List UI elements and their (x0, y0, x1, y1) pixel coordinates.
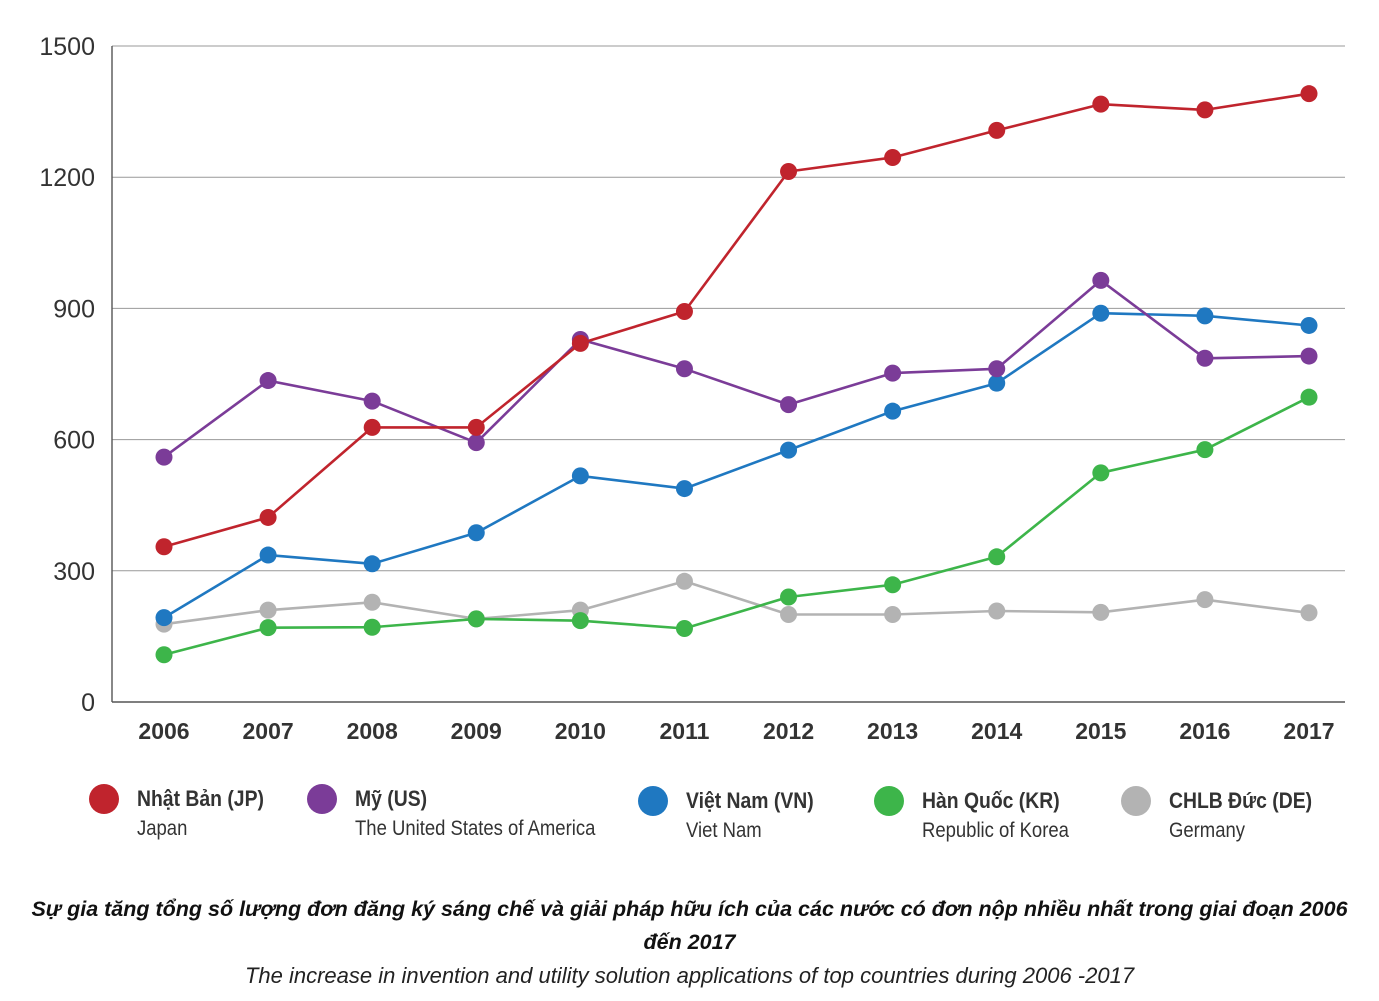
data-point-korea (363, 618, 381, 636)
x-tick-label: 2006 (138, 718, 189, 744)
x-tick-label: 2015 (1075, 718, 1126, 744)
data-point-usa (1092, 271, 1110, 289)
data-point-vietnam (1092, 304, 1110, 322)
data-point-vietnam (1300, 316, 1318, 334)
series-line-japan (163, 92, 1310, 548)
data-point-korea (467, 610, 485, 628)
data-point-vietnam (675, 480, 693, 498)
data-point-vietnam (259, 546, 277, 564)
data-point-germany (259, 601, 277, 619)
y-axis-tick-labels: 0 300 600 900 1200 1500 (39, 33, 95, 717)
x-tick-label: 2012 (763, 718, 814, 744)
data-point-japan (884, 149, 902, 167)
data-point-vietnam (780, 441, 798, 459)
data-point-japan (1300, 85, 1318, 103)
data-point-vietnam (363, 555, 381, 573)
data-point-usa (675, 360, 693, 378)
x-tick-label: 2011 (660, 718, 710, 744)
data-point-usa (467, 434, 485, 452)
series-germany (155, 572, 1318, 633)
data-point-japan (1092, 95, 1110, 113)
x-tick-label: 2010 (555, 718, 606, 744)
data-point-usa (363, 392, 381, 410)
data-point-germany (988, 602, 1006, 620)
data-point-korea (571, 612, 589, 630)
data-point-vietnam (467, 524, 485, 542)
data-point-germany (780, 606, 798, 624)
y-tick-label: 900 (53, 295, 95, 323)
data-point-usa (1196, 349, 1214, 367)
series-vietnam (155, 304, 1318, 627)
data-point-vietnam (884, 402, 902, 420)
x-tick-label: 2016 (1179, 718, 1230, 744)
data-point-japan (155, 538, 173, 556)
x-tick-label: 2014 (971, 718, 1022, 744)
series-japan (155, 85, 1318, 556)
y-tick-label: 600 (53, 427, 95, 455)
x-tick-label: 2009 (451, 718, 502, 744)
caption-vietnamese: Sự gia tăng tổng số lượng đơn đăng ký sá… (31, 897, 1348, 954)
data-point-vietnam (155, 609, 173, 627)
series-lines (155, 85, 1318, 664)
data-point-japan (467, 418, 485, 436)
data-point-korea (1092, 464, 1110, 482)
data-point-vietnam (1196, 307, 1214, 325)
series-korea (155, 388, 1318, 664)
series-line-korea (163, 396, 1310, 657)
data-point-germany (363, 593, 381, 611)
data-point-germany (1092, 603, 1110, 621)
data-point-korea (1300, 388, 1318, 406)
data-point-germany (1196, 591, 1214, 609)
data-point-japan (571, 334, 589, 352)
y-tick-label: 1200 (39, 164, 95, 192)
caption-english: The increase in invention and utility so… (244, 963, 1135, 988)
x-tick-label: 2017 (1283, 718, 1334, 744)
data-point-germany (675, 572, 693, 590)
x-tick-label: 2007 (243, 718, 294, 744)
data-point-usa (884, 364, 902, 382)
data-point-korea (988, 548, 1006, 566)
data-point-japan (363, 418, 381, 436)
data-point-korea (155, 646, 173, 664)
series-usa (155, 271, 1318, 466)
data-point-korea (259, 619, 277, 637)
y-tick-label: 0 (81, 689, 95, 717)
data-point-japan (780, 163, 798, 181)
data-point-germany (884, 606, 902, 624)
data-point-korea (675, 620, 693, 638)
series-line-germany (163, 579, 1310, 626)
y-tick-label: 300 (53, 558, 95, 586)
series-line-usa (163, 279, 1310, 459)
data-point-japan (988, 121, 1006, 139)
data-point-vietnam (988, 374, 1006, 392)
x-axis-tick-labels: 2006 2007 2008 2009 2010 2011 2012 2013 2014 2015… (138, 718, 1334, 744)
data-point-usa (259, 372, 277, 390)
x-tick-label: 2008 (347, 718, 398, 744)
data-point-usa (988, 360, 1006, 378)
series-line-vietnam (163, 311, 1310, 619)
data-point-japan (259, 508, 277, 526)
data-point-korea (780, 588, 798, 606)
data-point-korea (884, 576, 902, 594)
data-point-korea (1196, 441, 1214, 459)
data-point-japan (1196, 101, 1214, 119)
data-point-usa (1300, 347, 1318, 365)
data-point-japan (675, 302, 693, 320)
y-tick-label: 1500 (39, 33, 95, 61)
data-point-usa (780, 396, 798, 414)
gridlines (111, 45, 1345, 703)
data-point-vietnam (571, 467, 589, 485)
x-tick-label: 2013 (867, 718, 918, 744)
data-point-usa (155, 448, 173, 466)
data-point-germany (1300, 604, 1318, 622)
